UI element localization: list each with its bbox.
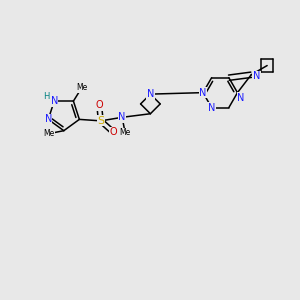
Text: N: N xyxy=(50,96,58,106)
Text: N: N xyxy=(147,89,154,99)
Text: S: S xyxy=(97,116,104,126)
Text: Me: Me xyxy=(76,83,87,92)
Text: Me: Me xyxy=(119,128,131,137)
Text: Me: Me xyxy=(43,129,55,138)
Text: O: O xyxy=(95,100,103,110)
Text: N: N xyxy=(118,112,126,122)
Text: N: N xyxy=(208,103,215,112)
Text: O: O xyxy=(110,127,117,137)
Text: H: H xyxy=(44,92,50,101)
Text: N: N xyxy=(45,114,52,124)
Text: N: N xyxy=(237,93,245,103)
Text: N: N xyxy=(199,88,207,98)
Text: N: N xyxy=(253,71,260,81)
